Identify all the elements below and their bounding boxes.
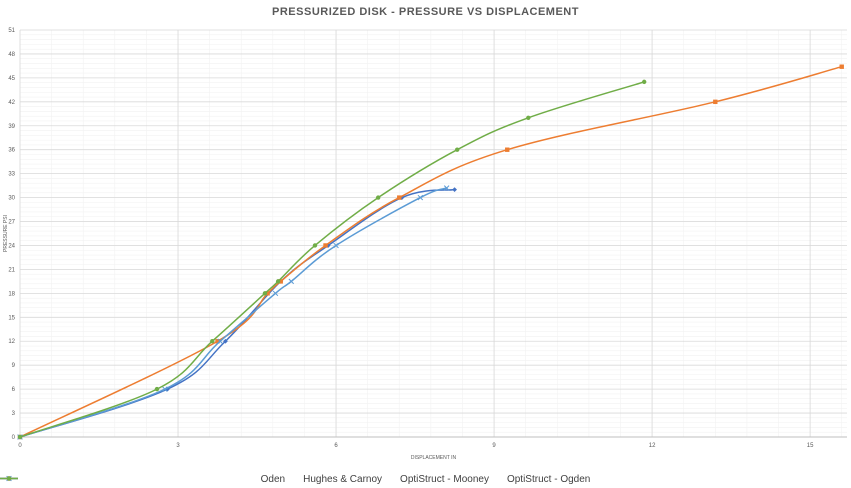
y-tick-label: 6 [12,387,16,393]
data-point [397,195,402,200]
legend-swatch [0,476,18,481]
data-point [839,64,844,69]
data-point [272,290,279,297]
y-tick-label: 51 [8,28,15,34]
data-point [262,291,268,296]
series-layer [17,64,844,440]
data-point [154,386,160,392]
data-point [642,79,647,85]
y-tick-label: 30 [8,196,15,202]
legend-item: Oden [0,474,286,485]
data-point [505,147,510,152]
data-point [323,243,328,248]
data-point [417,194,424,201]
y-tick-label: 36 [8,148,15,154]
y-tick-label: 3 [12,411,16,417]
legend-label: OptiStruct - Mooney [400,474,489,485]
data-point [333,242,339,249]
data-point [713,99,718,105]
x-tick-label: 12 [649,443,656,449]
data-point [265,291,270,296]
y-tick-label: 15 [8,315,15,321]
y-tick-label: 33 [8,172,15,178]
legend-label: Oden [260,474,286,485]
chart-title: PRESSURIZED DISK - PRESSURE VS DISPLACEM… [272,6,579,18]
y-tick-label: 39 [8,124,15,130]
legend-label: OptiStruct - Ogden [506,474,591,485]
data-point [455,147,460,152]
y-tick-label: 27 [8,220,15,226]
data-point [215,339,220,344]
data-point [17,434,23,440]
x-tick-label: 15 [807,443,814,449]
minor-gridlines [19,29,847,438]
legend-item: Hughes & Carnoy [0,474,383,485]
x-tick-label: 6 [334,443,338,449]
y-tick-label: 0 [12,435,16,441]
y-tick-label: 21 [8,267,15,273]
y-tick-label: 12 [8,339,15,345]
x-axis-label: DISPLACEMENT IN [411,455,457,461]
y-tick-label: 24 [8,243,15,249]
legend: Oden Hughes & Carnoy OptiStruct - Mooney Op… [0,474,851,485]
data-point [223,338,228,344]
data-point [288,278,295,285]
y-tick-label: 9 [12,363,16,369]
data-point [162,386,168,392]
x-tick-label: 9 [492,443,496,449]
data-point [210,339,215,344]
data-point [452,187,457,193]
legend-label: Hughes & Carnoy [303,474,383,485]
y-axis-label: PRESSURE PSI [3,215,9,252]
y-tick-label: 42 [8,100,15,106]
major-gridlines [19,29,847,438]
series-line-3 [19,81,645,438]
data-point [278,279,283,284]
series-line-2 [19,187,447,438]
data-point [275,279,281,284]
x-tick-label: 3 [176,443,180,449]
legend-item: OptiStruct - Mooney [0,474,489,485]
data-point [443,185,450,191]
series-line-0 [19,188,455,438]
y-tick-label: 18 [8,291,15,297]
legend-item: OptiStruct - Ogden [0,474,591,485]
data-point [312,243,318,248]
data-point [399,195,405,200]
data-point [375,195,381,200]
data-point [217,338,223,344]
y-tick-label: 48 [8,52,15,58]
y-tick-label: 45 [8,76,15,82]
x-tick-label: 0 [18,443,22,449]
data-point [526,115,531,120]
